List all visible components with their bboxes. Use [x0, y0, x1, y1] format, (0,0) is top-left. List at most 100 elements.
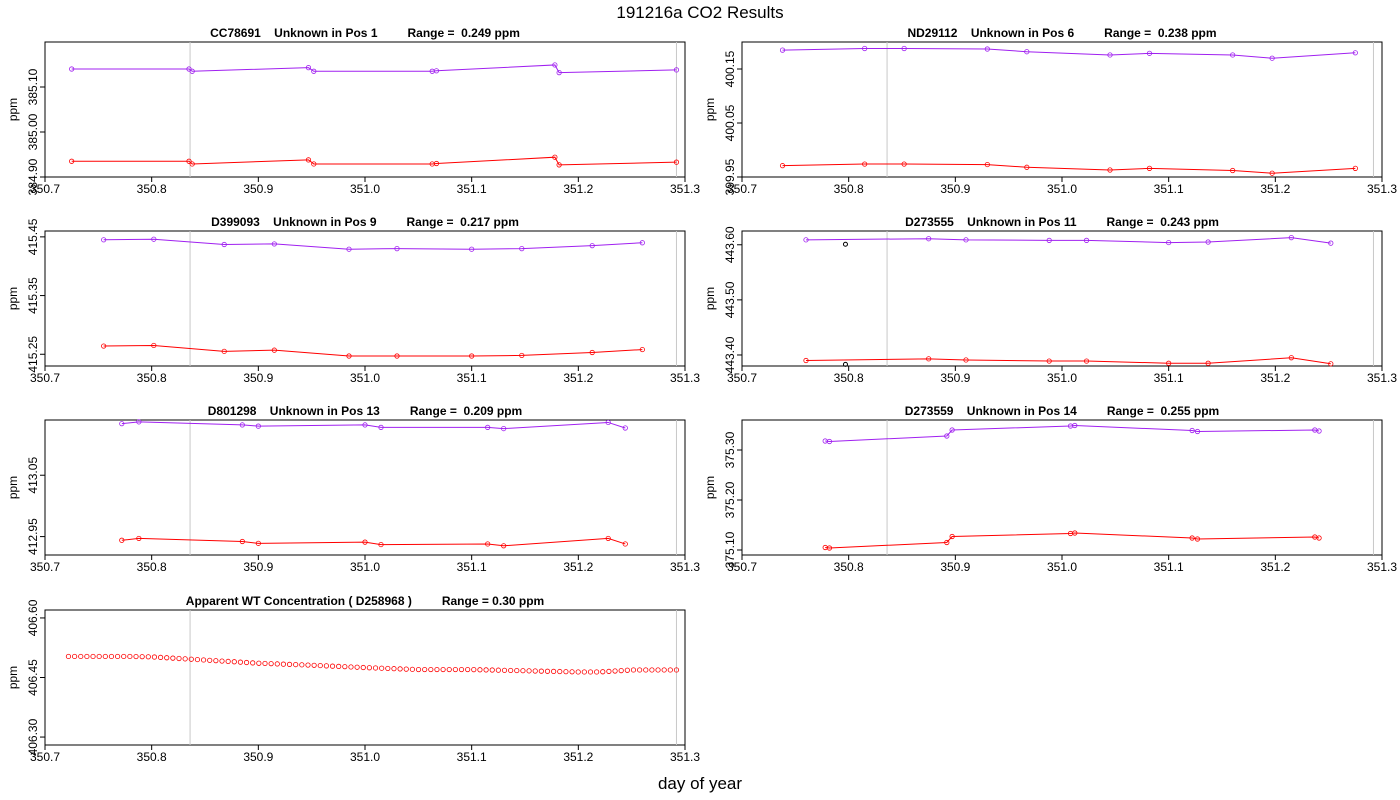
data-point	[1230, 167, 1236, 174]
data-point	[495, 667, 501, 673]
x-tick-label: 351.1	[457, 182, 487, 196]
data-point	[557, 668, 563, 675]
data-point	[157, 654, 164, 660]
plot-frame	[741, 419, 1383, 556]
y-tick-label: 385.10	[26, 68, 40, 105]
panel-title: D273559 Unknown in Pos 14 Range = 0.255 …	[905, 404, 1219, 418]
data-point	[378, 541, 384, 548]
plot-frame	[741, 230, 1383, 367]
data-point	[501, 667, 508, 673]
data-point	[176, 655, 182, 662]
data-point	[639, 346, 645, 353]
data-point	[1205, 239, 1211, 245]
data-point	[984, 161, 990, 168]
y-tick-label: 375.10	[723, 531, 737, 568]
chart-panel-wt-concentration: Apparent WT Concentration ( D258968 ) Ra…	[0, 593, 700, 783]
data-point	[1024, 49, 1030, 55]
panel-title: D273555 Unknown in Pos 11 Range = 0.243 …	[905, 215, 1219, 229]
data-point	[1146, 50, 1153, 56]
y-tick-label: 443.60	[723, 226, 737, 263]
data-point	[433, 160, 440, 167]
data-point	[458, 666, 465, 673]
plot-frame	[741, 41, 1383, 178]
data-point	[354, 664, 360, 670]
data-point	[501, 425, 507, 432]
data-point	[346, 353, 352, 359]
data-point	[96, 653, 102, 660]
data-point	[594, 669, 600, 675]
data-point	[944, 433, 950, 439]
chart-panel-d273559: D273559 Unknown in Pos 14 Range = 0.255 …	[697, 403, 1397, 593]
data-point	[1072, 422, 1078, 429]
data-point	[299, 662, 305, 668]
data-point	[520, 668, 526, 674]
data-point	[519, 352, 525, 359]
chart-svg: Apparent WT Concentration ( D258968 ) Ra…	[6, 594, 700, 764]
data-point	[612, 668, 618, 674]
y-axis-label: ppm	[6, 666, 20, 689]
data-point	[944, 539, 950, 546]
y-tick-label: 399.95	[723, 158, 737, 195]
data-point	[471, 667, 477, 673]
x-tick-label: 351.1	[1154, 560, 1184, 574]
data-point	[139, 654, 145, 660]
data-point	[1072, 530, 1078, 536]
series-line-0	[805, 237, 1331, 244]
data-point	[151, 654, 158, 660]
data-point	[378, 424, 384, 430]
data-point	[1352, 50, 1358, 56]
data-point	[489, 667, 495, 673]
y-axis-label: ppm	[703, 98, 717, 121]
y-tick-label: 443.40	[723, 336, 737, 373]
data-point	[311, 161, 317, 167]
data-point	[622, 541, 628, 547]
y-tick-label: 400.15	[723, 50, 737, 87]
data-point	[311, 662, 317, 668]
data-point	[78, 653, 84, 660]
data-point	[1328, 361, 1334, 367]
panel-title: ND29112 Unknown in Pos 6 Range = 0.238 p…	[907, 26, 1216, 40]
data-point	[170, 655, 176, 661]
data-point	[69, 66, 75, 72]
data-point	[581, 669, 587, 675]
x-tick-label: 350.9	[940, 560, 970, 574]
data-point	[551, 668, 557, 674]
data-point	[225, 658, 231, 665]
data-point	[1316, 535, 1322, 541]
data-point	[984, 46, 990, 52]
x-tick-label: 350.7	[30, 750, 60, 764]
y-axis-label: ppm	[6, 98, 20, 121]
data-point	[1189, 535, 1195, 541]
x-tick-label: 351.2	[1260, 371, 1290, 385]
data-point	[69, 158, 75, 164]
data-point	[274, 661, 280, 667]
data-point	[119, 537, 125, 543]
x-tick-label: 351.1	[1154, 371, 1184, 385]
x-tick-label: 351.2	[1260, 560, 1290, 574]
data-point	[305, 662, 311, 668]
data-point	[949, 533, 955, 540]
data-point	[136, 535, 142, 542]
data-point	[926, 356, 932, 362]
x-tick-label: 350.8	[137, 182, 167, 196]
data-point	[649, 667, 655, 673]
panel-title: CC78691 Unknown in Pos 1 Range = 0.249 p…	[210, 26, 520, 40]
data-point	[219, 658, 225, 664]
data-point	[189, 161, 195, 167]
data-point	[121, 653, 127, 660]
data-point	[901, 161, 907, 167]
x-tick-label: 351.3	[670, 750, 700, 764]
data-point	[90, 653, 96, 660]
data-point	[385, 665, 391, 672]
data-point	[637, 667, 643, 673]
data-point	[409, 666, 415, 672]
x-tick-label: 350.7	[727, 560, 757, 574]
chart-panel-nd29112: ND29112 Unknown in Pos 6 Range = 0.238 p…	[697, 25, 1397, 215]
x-tick-label: 351.1	[457, 371, 487, 385]
data-point	[477, 667, 483, 673]
plot-frame	[44, 419, 686, 556]
data-point	[862, 161, 868, 167]
data-point	[346, 246, 352, 252]
data-point	[394, 246, 400, 252]
data-point	[643, 667, 649, 673]
